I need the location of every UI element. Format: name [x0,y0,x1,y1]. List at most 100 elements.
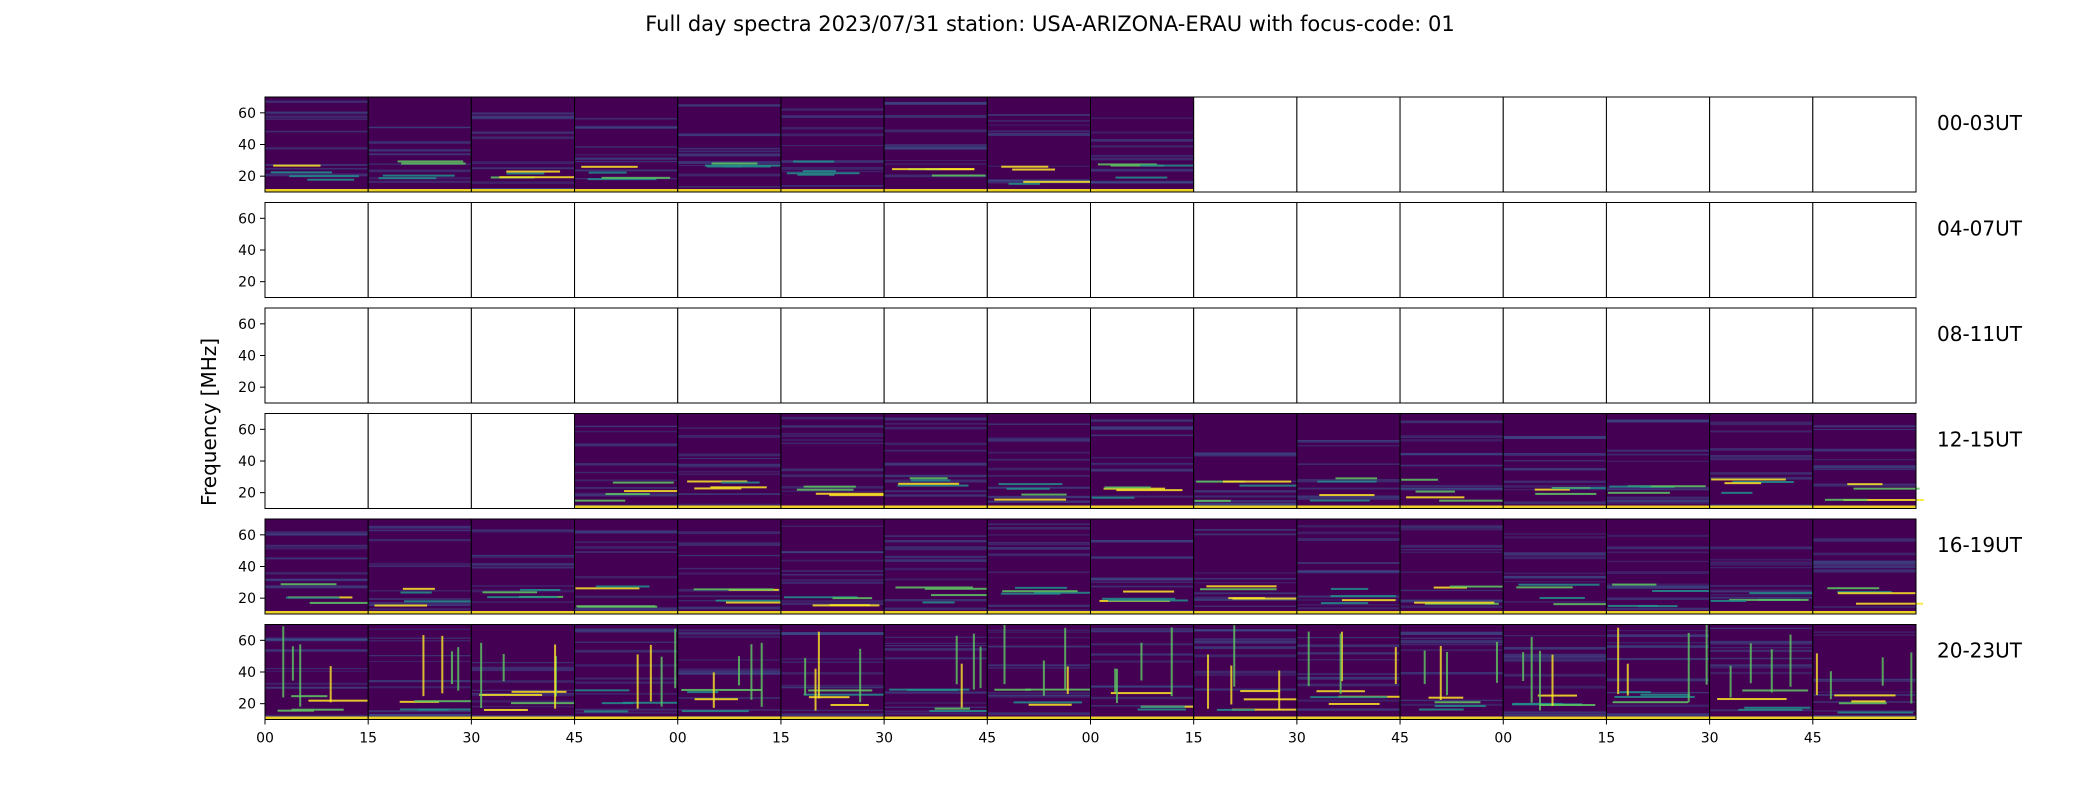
spectrogram-panel [1193,96,1298,193]
spectrogram-panel [1709,624,1814,720]
spectrogram-panel [1502,96,1607,193]
spectrogram-emission [1115,176,1168,179]
spectrogram-background [780,97,885,192]
spectrogram-panel [780,307,885,404]
spectrogram-band [1400,643,1504,646]
spectrogram-panel [1193,202,1298,298]
spectrogram-band [1503,468,1607,471]
y-tick-label: 40 [238,665,256,681]
spectrogram-burst [814,668,817,711]
spectrogram-background [780,624,885,720]
spectrogram-panel [1812,518,1924,615]
spectrogram-panel [1502,518,1617,615]
spectrogram-band [1090,427,1194,431]
spectrogram-band [1400,487,1504,490]
spectrogram-band [1606,714,1710,717]
spectrogram-emission [681,688,762,691]
spectrogram-panel [1193,307,1298,404]
spectrogram-burst [1423,650,1426,685]
spectrogram-emission [808,696,850,699]
spectrogram-panel [1090,518,1195,615]
spectrogram-band [1503,711,1607,714]
empty-panel [1400,308,1504,403]
spectrogram-band [1812,448,1916,452]
spectrogram-band [1193,455,1297,457]
spectrogram-band [1296,607,1401,610]
spectrogram-band [987,500,1091,503]
spectrogram-band [1812,468,1916,470]
spectrogram-band [987,527,1091,530]
spectrogram-band [368,686,472,689]
spectrogram-band [1503,576,1607,579]
spectrogram-band [1296,683,1401,687]
spectrogram-background [1606,624,1710,720]
spectrogram-band [368,713,472,717]
spectrogram-band [677,567,781,570]
spectrogram-band [1090,585,1194,588]
spectrogram-marker [265,189,369,192]
spectrogram-burst [1522,652,1525,681]
spectrogram-emission [1116,489,1183,492]
spectrogram-panel [264,624,378,720]
spectrogram-band [574,430,678,433]
spectrogram-emission [1000,592,1061,595]
spectrogram-emission [715,599,797,602]
spectrogram-emission [291,708,344,711]
spectrogram-band [677,453,781,457]
spectrogram-band [1606,585,1710,589]
y-tick-label: 40 [238,560,256,576]
spectrogram-band [471,585,575,587]
spectrogram-emission [1537,694,1577,697]
spectrogram-burst [804,658,807,696]
spectrogram-band [987,114,1091,116]
spectrogram-emission [1428,696,1464,699]
spectrogram-band [1606,501,1710,504]
spectrogram-burst [760,642,763,707]
spectrogram-band [1503,685,1607,689]
spectrogram-emission [289,175,359,178]
spectrogram-band [368,180,472,184]
empty-panel [1193,308,1297,403]
spectrogram-emission [892,168,975,171]
spectrogram-band [1812,538,1916,540]
spectrogram-burst [1064,627,1067,690]
panel-frame [1812,624,1917,720]
spectrogram-panel [677,413,782,509]
spectrogram-band [780,133,885,137]
spectrogram-band [1812,560,1916,564]
empty-panel [1812,202,1916,298]
spectrogram-marker [1400,716,1504,720]
spectrogram-band [1606,583,1710,586]
spectrogram-panel [1399,413,1505,509]
spectrogram-band [884,494,988,497]
spectrogram-band [574,711,678,714]
empty-panel [1503,308,1607,403]
spectrogram-band [1812,691,1916,693]
spectrogram-band [1400,672,1504,675]
spectrogram-panel [677,307,782,404]
spectrogram-band [574,546,678,549]
empty-panel [1193,97,1297,192]
panel-frame [1812,518,1917,615]
spectrogram-emission [1434,704,1486,707]
y-tick-label: 20 [238,486,256,502]
spectrogram-panel [1296,413,1401,509]
spectrogram-panel [1296,518,1401,615]
spectrogram-band [884,645,988,647]
spectrogram-burst [1789,634,1792,687]
spectrogram-emission [1824,498,1868,501]
spectrogram-band [265,115,369,118]
spectrogram-band [1193,500,1297,503]
x-tick-label: 15 [772,731,790,747]
spectrogram-band [265,147,369,150]
spectrogram-emission [1614,695,1695,698]
spectrogram-band [987,534,1091,536]
spectrogram-emission [1847,483,1883,486]
spectrogram-panel [367,518,474,615]
spectrogram-band [884,102,988,105]
spectrogram-band [987,523,1091,526]
spectrogram-band [1400,632,1504,636]
spectrogram-band [1193,670,1297,674]
spectrogram-band [780,435,885,437]
spectrogram-band [1709,430,1813,433]
